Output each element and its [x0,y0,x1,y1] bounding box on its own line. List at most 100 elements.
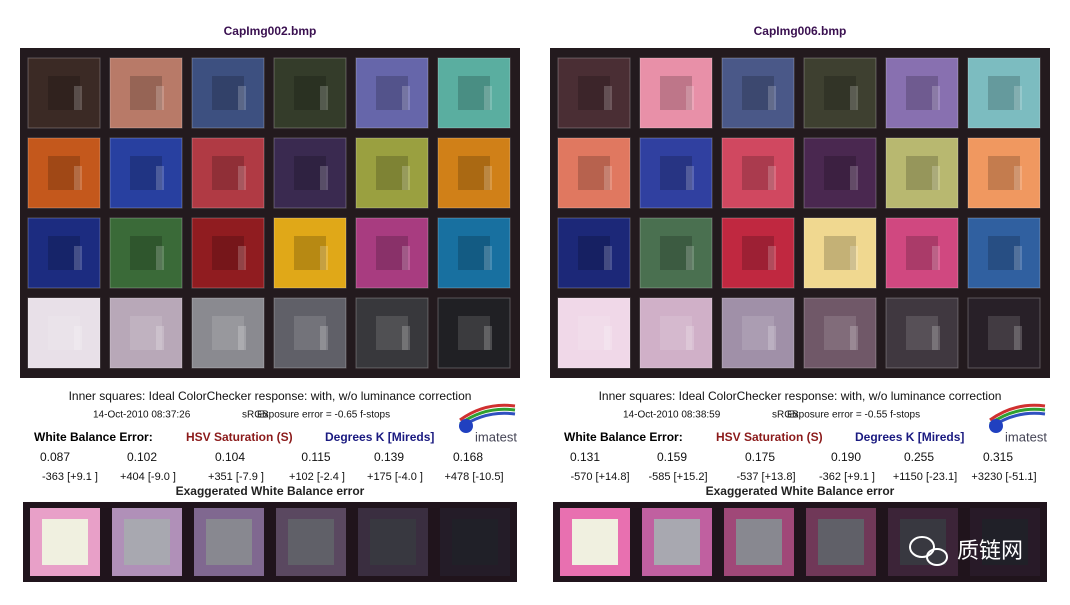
patch-bar [1014,246,1022,270]
degrees-value: -570 [+14.8] [570,471,629,483]
strip-label: Exaggerated White Balance error [176,484,365,498]
patch-bar [156,166,164,190]
caption: Inner squares: Ideal ColorChecker respon… [599,389,1002,403]
patch-bar [320,166,328,190]
strip-label: Exaggerated White Balance error [706,484,895,498]
patch [885,297,959,369]
exposure: Exposure error = -0.65 f-stops [257,410,390,421]
patch [273,57,347,129]
patch-bar [156,86,164,110]
patch-bar [604,166,612,190]
patch [191,137,265,209]
patch-inner [906,76,938,110]
patch [803,217,877,289]
patch-bar [768,86,776,110]
patch-inner [578,156,610,190]
strip-patch-inner [572,519,618,565]
patch [639,297,713,369]
patch-bar [932,326,940,350]
patch-bar [932,246,940,270]
patch-inner [742,316,774,350]
patch [885,57,959,129]
patch-inner [742,156,774,190]
logo-dot [989,419,1003,433]
strip-patch-inner [124,519,170,565]
patch-bar [238,86,246,110]
patch [557,217,631,289]
strip-patch-inner [288,519,334,565]
patch-inner [660,236,692,270]
patch-inner [458,316,490,350]
patch [721,217,795,289]
patch [191,297,265,369]
patch-bar [74,246,82,270]
patch-inner [660,76,692,110]
strip-patch-inner [452,519,498,565]
patch-bar [74,86,82,110]
patch-inner [742,76,774,110]
patch-bar [850,166,858,190]
degrees-value: -363 [+9.1 ] [42,471,98,483]
patch [557,137,631,209]
patch-inner [458,76,490,110]
patch [885,217,959,289]
date: 14-Oct-2010 08:37:26 [93,410,191,421]
patch-inner [988,236,1020,270]
degrees-value: +102 [-2.4 ] [289,471,345,483]
patch-inner [294,316,326,350]
logo-arc [989,403,1046,422]
patch-bar [1014,326,1022,350]
patch [967,57,1041,129]
saturation-value: 0.102 [127,450,157,464]
patch-bar [604,326,612,350]
patch [109,57,183,129]
patch-bar [74,326,82,350]
column-header: White Balance Error: [34,430,153,444]
chart-image [550,48,1050,378]
patch [885,137,959,209]
patch-inner [212,76,244,110]
saturation-value: 0.175 [745,450,775,464]
patch-inner [212,316,244,350]
patch [557,297,631,369]
patch-bar [238,166,246,190]
patch-bar [1014,166,1022,190]
patch-bar [768,246,776,270]
exposure: Exposure error = -0.55 f-stops [787,410,920,421]
watermark: 质链网 [957,538,1023,563]
patch-inner [294,236,326,270]
patch [721,57,795,129]
patch [355,297,429,369]
patch [191,57,265,129]
patch [273,297,347,369]
strip-patch-inner [900,519,946,565]
patch-inner [988,156,1020,190]
degrees-value: +1150 [-23.1] [893,471,957,483]
patch-inner [294,156,326,190]
patch-bar [932,166,940,190]
patch-inner [294,76,326,110]
degrees-value: +351 [-7.9 ] [208,471,264,483]
saturation-value: 0.087 [40,450,70,464]
date: 14-Oct-2010 08:38:59 [623,410,721,421]
patch-bar [484,166,492,190]
patch [803,57,877,129]
patch-bar [156,326,164,350]
patch [437,57,511,129]
color-space: sRGB [772,410,799,421]
patch-inner [130,316,162,350]
patch [109,297,183,369]
strip-patch-inner [42,519,88,565]
patch-inner [376,236,408,270]
patch-bar [402,166,410,190]
patch [355,217,429,289]
logo: imatest [1005,429,1047,444]
patch [437,137,511,209]
strip-image [23,502,517,582]
patch-inner [130,236,162,270]
logo: imatest [475,429,517,444]
patch [639,217,713,289]
column-header: Degrees K [Mireds] [855,430,964,444]
strip-patch-inner [982,519,1028,565]
